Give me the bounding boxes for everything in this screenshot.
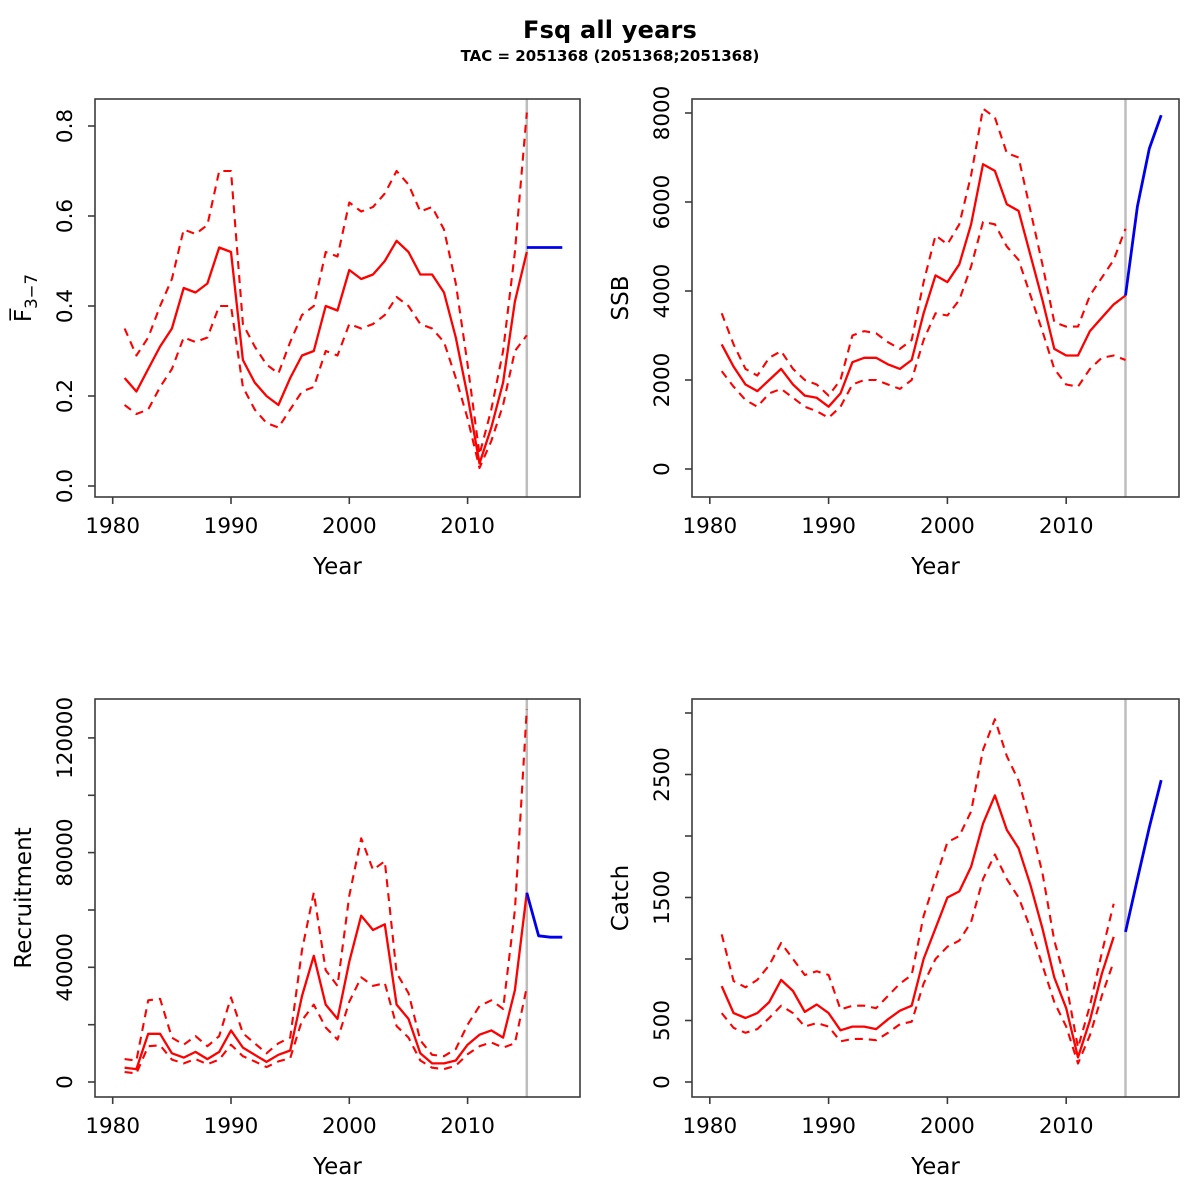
x-axis-title: Year [910,1154,960,1180]
y-tick-label: 0.4 [53,289,78,323]
catch-median-line [720,794,1115,1059]
fbar-median-line [123,239,528,465]
recruitment-median-line [124,892,528,1071]
y-tick-label: 2500 [650,747,675,802]
x-axis-title: Year [910,554,960,580]
x-tick-label: 1980 [85,514,140,539]
plot-frame [94,698,581,1098]
catch-lower-ci-line [720,853,1115,1065]
y-tick-label: 6000 [650,175,675,230]
y-tick-label: 80000 [53,818,78,886]
y-axis-title-main: SSB [608,276,634,321]
ssb-median-line [720,163,1127,408]
x-tick-label: 2000 [920,1114,975,1139]
catch-upper-ci-line [720,718,1115,1049]
y-tick-label: 40000 [53,933,78,1001]
y-axis-title-sub: 3−7 [22,274,41,309]
fbar-lower-ci-line [123,295,528,470]
panel-recruitment: 1980 1990 2000 2010 0 40000 80000 120000 Year Rec… [11,697,581,1180]
panel-ssb: 1980 1990 2000 2010 0 2000 4000 6000 8000 Year SSB [608,86,1180,580]
x-tick-label: 1980 [682,1114,737,1139]
x-tick-label: 1990 [204,514,259,539]
figure-title: Fsq all years [522,16,698,44]
y-axis-title: Recruitment [11,827,37,968]
y-tick-label: 0 [53,1075,78,1089]
x-tick-label: 1980 [682,514,737,539]
figure-subtitle: TAC = 2051368 (2051368;2051368) [460,47,760,65]
y-axis-title-main: Recruitment [11,827,37,968]
x-tick-label: 2000 [920,514,975,539]
y-axis-title: F̅3−7 [9,274,41,322]
y-tick-label: 0 [650,462,675,476]
y-tick-label: 0.6 [53,199,78,233]
x-tick-label: 2010 [1039,514,1094,539]
ssb-forecast-line [1124,114,1163,296]
ssb-upper-ci-line [720,107,1127,397]
x-tick-label: 2010 [440,514,495,539]
x-tick-label: 2000 [322,1114,377,1139]
ssb-lower-ci-line [720,220,1126,419]
x-tick-label: 2000 [322,514,377,539]
y-tick-label: 2000 [650,353,675,408]
recruitment-lower-ci-line [124,976,528,1075]
y-tick-label: 0 [650,1075,675,1089]
y-tick-label: 4000 [650,264,675,319]
plot-frame [691,698,1180,1098]
y-tick-label: 0.2 [53,379,78,413]
y-tick-label: 0.8 [53,109,78,143]
y-axis-title: Catch [608,865,634,931]
panel-catch: 1980 1990 2000 2010 0 500 1500 2500 Year Catch [608,698,1180,1180]
x-axis-title: Year [312,554,362,580]
plot-frame [691,98,1180,498]
plot-frame [94,98,581,498]
y-axis-title-main: Catch [608,865,634,931]
y-axis-title: SSB [608,276,634,321]
recruitment-upper-ci-line [124,709,528,1062]
y-axis-title-main: F̅ [9,308,37,322]
y-tick-label: 1500 [650,870,675,925]
x-tick-label: 1990 [204,1114,259,1139]
catch-forecast-line [1124,779,1163,933]
y-tick-label: 8000 [650,86,675,141]
x-tick-label: 1980 [85,1114,140,1139]
y-tick-label: 120000 [53,697,78,779]
x-axis-title: Year [312,1154,362,1180]
x-tick-label: 2010 [1039,1114,1094,1139]
y-tick-label: 0.0 [53,469,78,503]
recruitment-forecast-line [525,892,563,939]
y-tick-label: 500 [650,1000,675,1041]
x-tick-label: 1990 [801,1114,856,1139]
x-tick-label: 1990 [801,514,856,539]
fbar-upper-ci-line [123,112,528,456]
x-tick-label: 2010 [440,1114,495,1139]
panel-fbar: 1980 1990 2000 2010 0.0 0.2 0.4 0.6 0.8 Year F̅3−7 [9,98,581,580]
